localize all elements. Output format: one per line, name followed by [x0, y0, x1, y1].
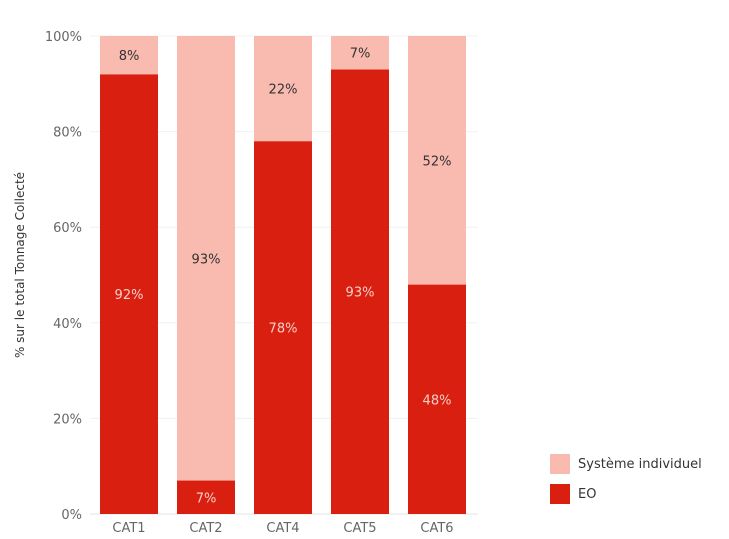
legend-swatch-eo [550, 484, 570, 504]
x-tick-label: CAT4 [266, 521, 299, 536]
y-axis-ticks: 0% 20% 40% 60% 80% 100% [45, 30, 82, 523]
y-tick-label: 100% [45, 30, 82, 45]
data-label: 93% [346, 286, 375, 301]
data-label: 92% [115, 288, 144, 303]
data-label: 52% [423, 154, 452, 169]
data-label: 48% [423, 393, 452, 408]
bar-segment-eo[interactable] [100, 74, 158, 515]
x-axis-ticks: CAT1 CAT2 CAT4 CAT5 CAT6 [112, 521, 453, 536]
data-label: 78% [269, 322, 298, 337]
bar-segment-systeme-individuel[interactable] [100, 36, 158, 75]
data-label: 8% [119, 49, 140, 64]
bar-segment-eo[interactable] [331, 69, 389, 515]
data-label: 22% [269, 83, 298, 98]
x-tick-label: CAT2 [189, 521, 222, 536]
legend-label-systeme-individuel: Système individuel [578, 456, 702, 472]
bar-segment-systeme-individuel[interactable] [254, 36, 312, 142]
y-tick-label: 60% [53, 221, 82, 236]
y-tick-label: 20% [53, 412, 82, 427]
legend-swatch-systeme-individuel [550, 454, 570, 474]
bar-segment-systeme-individuel[interactable] [408, 36, 466, 285]
data-label: 93% [192, 252, 221, 267]
y-axis-title: % sur le total Tonnage Collecté [13, 172, 27, 358]
legend-item-systeme-individuel[interactable]: Système individuel [550, 452, 702, 476]
y-tick-label: 80% [53, 126, 82, 141]
y-tick-label: 40% [53, 317, 82, 332]
bar-segment-systeme-individuel[interactable] [331, 36, 389, 70]
bars: 92% 8% 7% 93% 78% 22% 93% 7% 48% 52% [100, 36, 466, 515]
x-tick-label: CAT1 [112, 521, 145, 536]
data-label: 7% [350, 47, 371, 62]
x-tick-label: CAT6 [420, 521, 453, 536]
legend-item-eo[interactable]: EO [550, 482, 702, 506]
bar-segment-eo[interactable] [408, 284, 466, 514]
bar-segment-eo[interactable] [254, 141, 312, 514]
bar-segment-systeme-individuel[interactable] [177, 36, 235, 481]
x-tick-label: CAT5 [343, 521, 376, 536]
bar-segment-eo[interactable] [177, 480, 235, 514]
legend-label-eo: EO [578, 486, 597, 502]
y-tick-label: 0% [61, 508, 82, 523]
legend: Système individuel EO [550, 452, 702, 512]
data-label: 7% [196, 491, 217, 506]
